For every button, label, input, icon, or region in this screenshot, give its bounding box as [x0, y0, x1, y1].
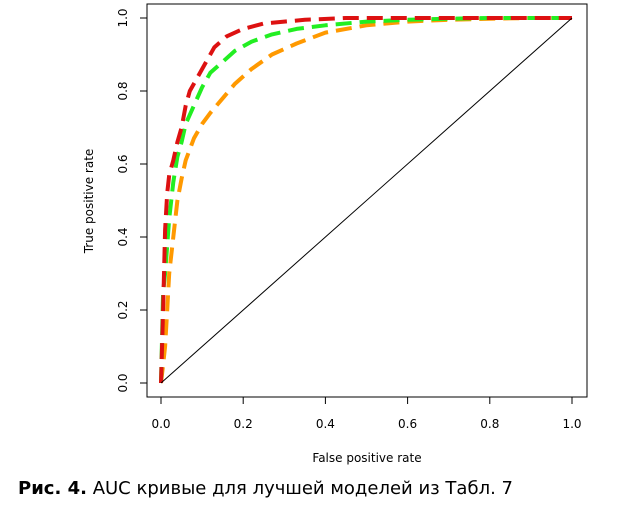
y-tick-label: 0.2	[116, 300, 130, 319]
caption-text: AUC кривые для лучшей моделей из Табл. 7	[92, 478, 513, 499]
x-tick-label: 1.0	[562, 417, 581, 431]
x-tick-label: 0.4	[316, 417, 335, 431]
y-tick-label: 1.0	[116, 8, 130, 27]
x-tick-label: 0.6	[398, 417, 417, 431]
x-axis-title: False positive rate	[312, 451, 421, 465]
y-axis-title: True positive rate	[82, 149, 96, 255]
y-tick-label: 0.4	[116, 227, 130, 246]
y-tick-label: 0.6	[116, 154, 130, 173]
reference-diagonal-line	[160, 17, 573, 384]
x-tick-label: 0.0	[151, 417, 170, 431]
caption-label: Рис. 4.	[18, 478, 87, 499]
roc-chart: 0.0 0.2 0.4 0.6 0.8 1.0 0.0 0.2 0.4 0.6 0.8 1.0 Fa…	[82, 3, 588, 465]
y-tick-label: 0.8	[116, 81, 130, 100]
y-axis: 0.0 0.2 0.4 0.6 0.8 1.0	[116, 8, 148, 393]
roc-curve-series-3	[159, 16, 572, 384]
y-tick-label: 0.0	[116, 373, 130, 392]
x-axis: 0.0 0.2 0.4 0.6 0.8 1.0	[151, 396, 582, 431]
x-tick-label: 0.2	[234, 417, 253, 431]
x-tick-label: 0.8	[480, 417, 499, 431]
figure-caption: Рис. 4. AUC кривые для лучшей моделей из…	[18, 478, 513, 499]
series-layer	[159, 16, 573, 384]
